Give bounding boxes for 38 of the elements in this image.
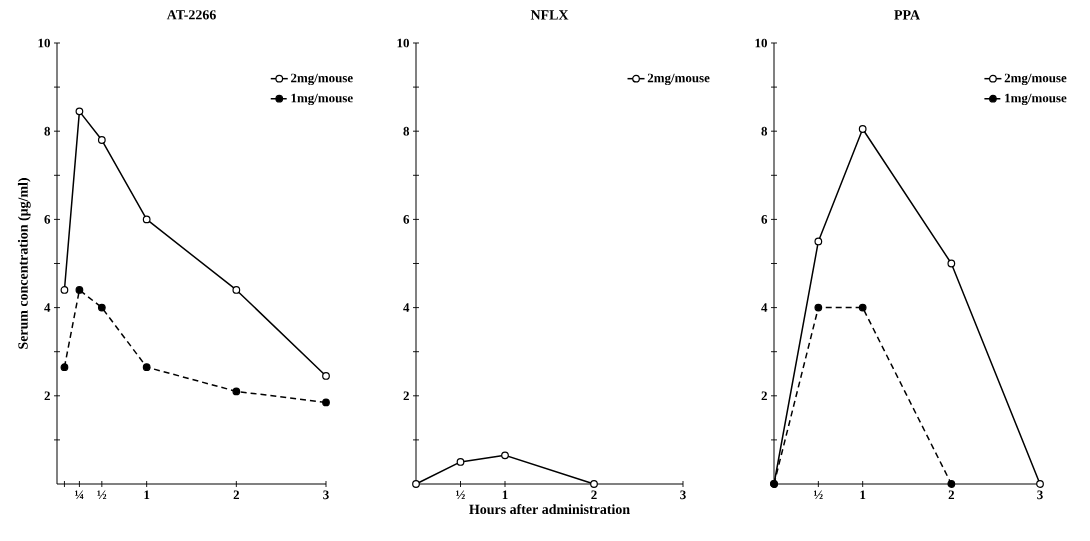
y-tick-label: 2 (403, 391, 409, 401)
y-axis-title: Serum concentration (μg/ml) (17, 178, 31, 349)
x-tick-label: ½ (97, 490, 107, 500)
x-tick-label: 1 (144, 490, 150, 500)
legend-label: 1mg/mouse (291, 93, 353, 106)
x-tick-label: 3 (1037, 490, 1043, 500)
x-tick-label: 1 (860, 490, 866, 500)
y-tick-label: 6 (761, 215, 768, 224)
y-tick-label: 10 (38, 38, 50, 48)
chart-title: AT-2266 (166, 10, 216, 20)
legend-label: 2mg/mouse (1004, 73, 1067, 86)
y-tick-label: 4 (44, 303, 51, 312)
x-tick-label: 3 (680, 490, 686, 500)
y-tick-label: 4 (403, 303, 410, 312)
y-tick-label: 10 (397, 38, 409, 48)
x-tick-label: 2 (948, 490, 955, 500)
y-tick-label: 8 (761, 126, 768, 136)
y-tick-label: 4 (761, 303, 768, 312)
x-tick-label: ¼ (75, 490, 84, 500)
x-tick-label: ½ (813, 490, 823, 500)
x-tick-label: 1 (502, 490, 508, 500)
legend-label: 2mg/mouse (647, 73, 710, 86)
x-tick-label: 2 (233, 490, 240, 500)
y-tick-label: 2 (761, 391, 767, 401)
chart-title: PPA (894, 10, 920, 20)
chart-title: NFLX (530, 10, 569, 20)
y-tick-label: 2 (44, 391, 50, 401)
x-tick-label: 3 (323, 490, 329, 500)
y-tick-label: 8 (44, 126, 51, 136)
y-tick-label: 10 (755, 38, 767, 48)
y-tick-label: 8 (403, 126, 410, 136)
x-tick-label: 2 (591, 490, 597, 500)
x-axis-title: Hours after administration (469, 504, 630, 515)
legend-label: 2mg/mouse (291, 73, 353, 86)
y-tick-label: 6 (403, 215, 410, 224)
legend-label: 1mg/mouse (1005, 93, 1067, 106)
y-tick-label: 6 (44, 215, 51, 224)
x-tick-label: ½ (456, 490, 465, 500)
